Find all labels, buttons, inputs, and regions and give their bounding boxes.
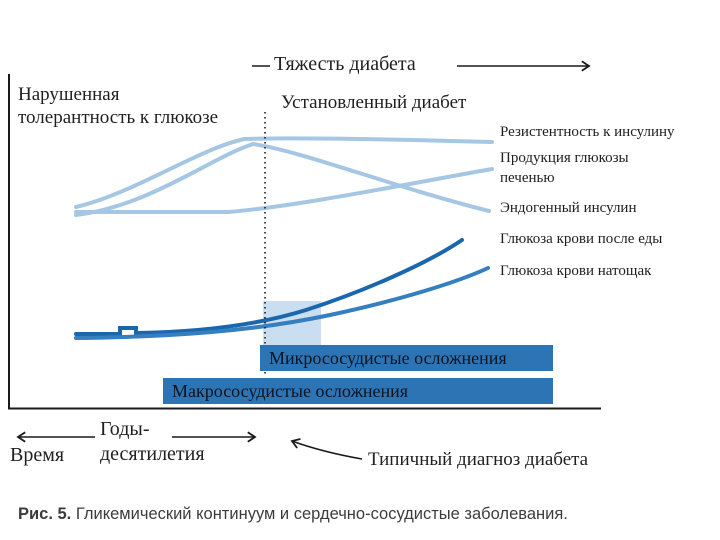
curve-endogenous-insulin [74, 141, 491, 217]
curve-label-insulin-resistance: Резистентность к инсулину [500, 124, 675, 140]
stage-label-established-diabetes: Установленный диабет [281, 92, 467, 113]
onset-shaded-band [263, 301, 321, 346]
curve-label-endogenous-insulin: Эндогенный инсулин [500, 200, 637, 216]
diagnosis-leader-arrow [290, 438, 363, 460]
figure-caption-text: Гликемический континуум и сердечно-сосуд… [75, 505, 568, 523]
chart-title: Тяжесть диабета [274, 53, 416, 75]
curve-insulin-resistance [74, 136, 494, 209]
macrovascular-complications-bar: Макрососудистые осложнения [163, 378, 553, 404]
stage-label-impaired-tolerance: Нарушенная толерантность к глюкозе [18, 84, 219, 129]
curve-label-fasting-glucose: Глюкоза крови натощак [500, 263, 652, 279]
time-axis-label: Время [10, 444, 65, 466]
figure-caption-number: Рис. 5. [18, 505, 72, 523]
curve-postprandial-glucose [74, 238, 464, 336]
curve-label-hepatic-glucose-production: Продукция глюкозы печенью [500, 150, 629, 186]
curve-hepatic-glucose-production [74, 167, 494, 214]
figure-caption: Рис. 5. Гликемический континуум и сердеч… [18, 505, 568, 524]
typical-diagnosis-label: Типичный диагноз диабета [368, 449, 589, 470]
curve-fasting-glucose [74, 266, 490, 340]
years-decades-label: Годы- десятилетия [100, 418, 205, 465]
microvascular-complications-bar: Микрососудистые осложнения [260, 345, 553, 371]
curve-label-postprandial-glucose: Глюкоза крови после еды [500, 231, 663, 247]
